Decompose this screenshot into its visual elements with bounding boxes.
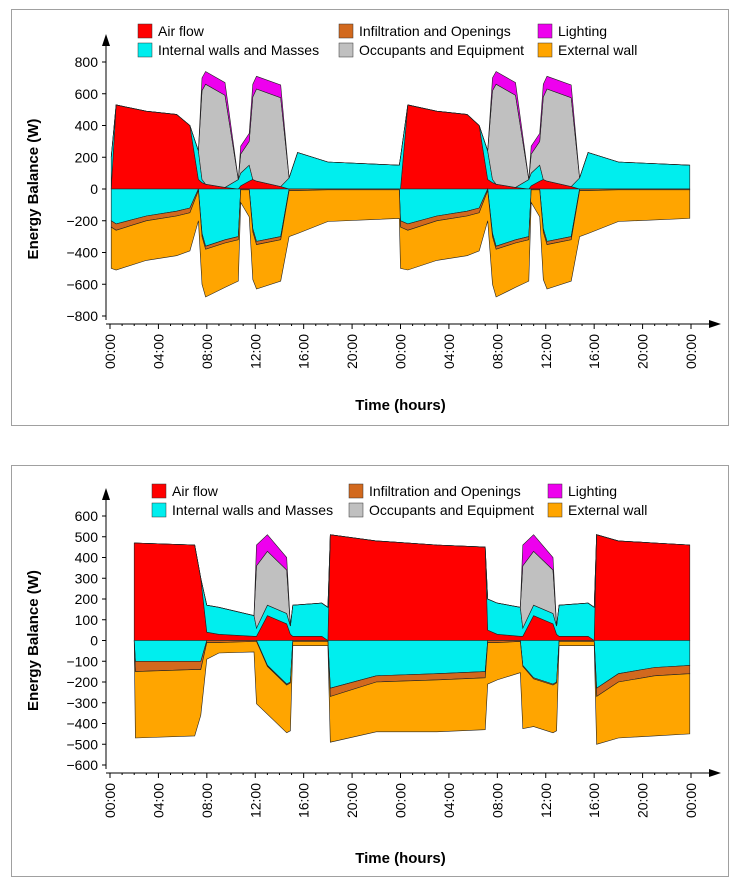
legend-swatch-external [537, 42, 553, 58]
legend-swatch-lighting [537, 23, 553, 39]
x-tick-label: 12:00 [247, 783, 263, 818]
legend-label-infiltration: Infiltration and Openings [369, 483, 521, 499]
legend-label-external: External wall [568, 502, 647, 518]
x-tick-label: 20:00 [635, 334, 651, 369]
y-axis-title: Energy Balance (W) [25, 570, 42, 711]
legend-swatch-air_flow [151, 483, 167, 499]
x-tick-label: 08:00 [489, 783, 505, 818]
x-tick-label: 08:00 [489, 334, 505, 369]
legend-label-internal: Internal walls and Masses [158, 42, 319, 58]
y-axis-title: Energy Balance (W) [25, 119, 42, 260]
legend-label-external: External wall [558, 42, 637, 58]
x-axis-title: Time (hours) [355, 850, 446, 867]
y-axis-arrow [102, 488, 110, 500]
bottom-chart-panel: Air flow Infiltration and Openings Lightin… [11, 465, 729, 877]
x-tick-label: 16:00 [296, 783, 312, 818]
y-tick-label: 200 [75, 149, 99, 165]
legend-swatch-internal [151, 502, 167, 518]
legend-label-air_flow: Air flow [158, 23, 205, 39]
x-tick-label: 12:00 [247, 334, 263, 369]
legend-label-air_flow: Air flow [172, 483, 219, 499]
x-tick-label: 12:00 [538, 334, 554, 369]
top-chart-panel: Air flow Infiltration and Openings Lightin… [11, 9, 729, 426]
x-tick-label: 00:00 [102, 783, 118, 818]
area-external-wall-loss [133, 640, 691, 745]
x-tick-label: 16:00 [586, 334, 602, 369]
legend-label-occupants: Occupants and Equipment [369, 502, 534, 518]
x-tick-label: 08:00 [199, 783, 215, 818]
y-tick-label: 100 [75, 612, 99, 628]
y-tick-label: 400 [75, 118, 99, 134]
legend-swatch-infiltration [348, 483, 364, 499]
y-axis-arrow [102, 34, 110, 46]
x-tick-label: 00:00 [683, 783, 699, 818]
y-tick-label: −200 [66, 674, 98, 690]
x-axis-arrow [709, 320, 721, 328]
y-tick-label: 600 [75, 508, 99, 524]
y-tick-label: −100 [66, 653, 98, 669]
x-tick-label: 04:00 [441, 783, 457, 818]
x-tick-label: 20:00 [635, 783, 651, 818]
y-tick-label: 0 [90, 181, 98, 197]
legend-label-lighting: Lighting [568, 483, 617, 499]
legend-swatch-internal [137, 42, 153, 58]
y-tick-label: 400 [75, 550, 99, 566]
area-lighting-gain [110, 71, 690, 180]
legend-swatch-external [547, 502, 563, 518]
y-tick-label: 600 [75, 86, 99, 102]
x-tick-label: 00:00 [393, 334, 409, 369]
y-tick-label: 0 [90, 633, 98, 649]
area-internal-walls-and-masses-gain [110, 104, 691, 190]
x-tick-label: 16:00 [586, 783, 602, 818]
y-tick-label: −500 [66, 736, 98, 752]
legend-swatch-air_flow [137, 23, 153, 39]
y-tick-label: −300 [66, 695, 98, 711]
x-tick-label: 00:00 [393, 783, 409, 818]
y-tick-label: −400 [66, 245, 98, 261]
y-tick-label: −600 [66, 276, 98, 292]
y-tick-label: −600 [66, 757, 98, 773]
y-tick-label: −400 [66, 716, 98, 732]
top-chart: Air flow Infiltration and Openings Lightin… [25, 23, 721, 414]
bottom-chart: Air flow Infiltration and Openings Lightin… [25, 483, 721, 867]
legend-swatch-occupants [338, 42, 354, 58]
x-tick-label: 04:00 [150, 334, 166, 369]
y-tick-label: 800 [75, 54, 99, 70]
y-tick-label: 300 [75, 570, 99, 586]
x-tick-label: 04:00 [441, 334, 457, 369]
y-tick-label: 200 [75, 591, 99, 607]
legend-label-internal: Internal walls and Masses [172, 502, 333, 518]
legend-swatch-lighting [547, 483, 563, 499]
legend-swatch-occupants [348, 502, 364, 518]
legend-label-infiltration: Infiltration and Openings [359, 23, 511, 39]
area-external-wall-loss [110, 189, 691, 298]
x-tick-label: 16:00 [296, 334, 312, 369]
x-axis-title: Time (hours) [355, 397, 446, 414]
y-tick-label: −200 [66, 213, 98, 229]
x-tick-label: 00:00 [102, 334, 118, 369]
x-tick-label: 20:00 [344, 334, 360, 369]
legend-label-lighting: Lighting [558, 23, 607, 39]
y-tick-label: −800 [66, 308, 98, 324]
x-axis-arrow [709, 769, 721, 777]
legend-swatch-infiltration [338, 23, 354, 39]
x-tick-label: 20:00 [344, 783, 360, 818]
area-lighting-gain [134, 534, 690, 627]
x-tick-label: 00:00 [683, 334, 699, 369]
x-tick-label: 08:00 [199, 334, 215, 369]
x-tick-label: 12:00 [538, 783, 554, 818]
legend-label-occupants: Occupants and Equipment [359, 42, 524, 58]
x-tick-label: 04:00 [150, 783, 166, 818]
y-tick-label: 500 [75, 529, 99, 545]
